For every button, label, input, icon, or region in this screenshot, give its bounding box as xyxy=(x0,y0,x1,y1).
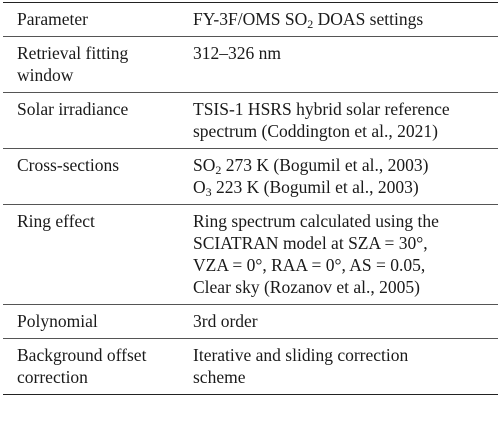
parameter-label-line: window xyxy=(17,65,74,85)
param-cell: Background offset correction xyxy=(3,338,191,395)
table-row: Retrieval fitting window 312–326 nm xyxy=(3,36,498,93)
value-text-line: Iterative and sliding correction xyxy=(193,345,409,365)
value-text-line: SCIATRAN model at SZA = 30°, xyxy=(193,233,428,253)
value-text-line: Clear sky (Rozanov et al., 2005) xyxy=(193,277,420,297)
value-text-line: FY-3F/OMS SO2 DOAS settings xyxy=(193,9,424,31)
table-row: Ring effect Ring spectrum calculated usi… xyxy=(3,204,498,305)
param-cell: Solar irradiance xyxy=(3,92,191,149)
param-cell: Polynomial xyxy=(3,304,191,339)
value-cell: TSIS-1 HSRS hybrid solar reference spectr… xyxy=(191,92,498,149)
table-row: Cross-sections SO2 273 K (Bogumil et al.… xyxy=(3,148,498,205)
value-text-line: VZA = 0°, RAA = 0°, AS = 0.05, xyxy=(193,255,426,275)
subscript-digit: 2 xyxy=(307,17,314,31)
value-text-line: O3 223 K (Bogumil et al., 2003) xyxy=(193,177,419,199)
parameter-label-line: Polynomial xyxy=(17,311,98,331)
value-cell: Ring spectrum calculated using the SCIATR… xyxy=(191,204,498,305)
doas-settings-table: Parameter FY-3F/OMS SO2 DOAS settings Re… xyxy=(3,2,498,395)
value-text-line: Ring spectrum calculated using the xyxy=(193,211,439,231)
param-cell: Ring effect xyxy=(3,204,191,305)
value-cell: 3rd order xyxy=(191,304,498,339)
subscript-digit: 3 xyxy=(205,185,212,199)
param-cell: Cross-sections xyxy=(3,148,191,205)
table-header-row: Parameter FY-3F/OMS SO2 DOAS settings xyxy=(3,2,498,37)
parameter-label-line: Ring effect xyxy=(17,211,95,231)
value-cell: SO2 273 K (Bogumil et al., 2003) O3 223 K… xyxy=(191,148,498,205)
param-cell: Retrieval fitting window xyxy=(3,36,191,93)
value-text-line: SO2 273 K (Bogumil et al., 2003) xyxy=(193,155,429,177)
value-text-line: 3rd order xyxy=(193,311,258,331)
parameter-label-line: correction xyxy=(17,367,88,387)
parameter-label-line: Background offset xyxy=(17,345,147,365)
value-text-line: scheme xyxy=(193,367,246,387)
value-cell: 312–326 nm xyxy=(191,36,498,93)
subscript-digit: 2 xyxy=(215,163,222,177)
value-text-line: TSIS-1 HSRS hybrid solar reference xyxy=(193,99,450,119)
parameter-label-line: Retrieval fitting xyxy=(17,43,129,63)
value-text-line: 312–326 nm xyxy=(193,43,281,63)
header-parameter-cell: Parameter xyxy=(3,2,191,37)
value-text-line: spectrum (Coddington et al., 2021) xyxy=(193,121,438,141)
table-row: Solar irradiance TSIS-1 HSRS hybrid sola… xyxy=(3,92,498,149)
table-row: Polynomial 3rd order xyxy=(3,304,498,339)
parameter-label-line: Solar irradiance xyxy=(17,99,129,119)
table-row: Background offset correction Iterative an… xyxy=(3,338,498,395)
value-cell: Iterative and sliding correction scheme xyxy=(191,338,498,395)
header-parameter-label: Parameter xyxy=(17,9,88,29)
parameter-label-line: Cross-sections xyxy=(17,155,120,175)
header-settings-cell: FY-3F/OMS SO2 DOAS settings xyxy=(191,2,498,37)
